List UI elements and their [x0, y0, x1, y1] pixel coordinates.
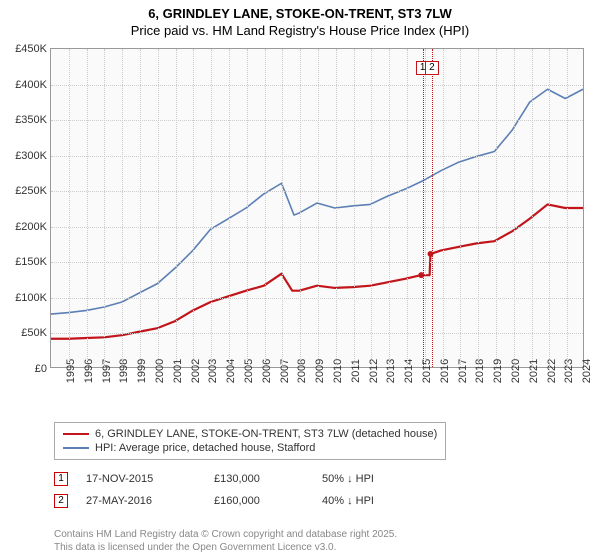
legend-row-hpi: HPI: Average price, detached house, Staf…: [63, 441, 437, 455]
footer: Contains HM Land Registry data © Crown c…: [54, 529, 397, 554]
gridline-v: [158, 49, 159, 367]
legend-swatch-price-paid: [63, 433, 89, 435]
y-axis-label: £350K: [15, 114, 47, 126]
sale-marker-line: [432, 49, 433, 367]
gridline-v: [336, 49, 337, 367]
gridline-v: [478, 49, 479, 367]
gridline-h: [51, 156, 583, 157]
gridline-v: [567, 49, 568, 367]
legend-label-price-paid: 6, GRINDLEY LANE, STOKE-ON-TRENT, ST3 7L…: [95, 428, 437, 440]
sale-marker-box: 2: [425, 61, 439, 75]
sale-date: 27-MAY-2016: [86, 495, 196, 507]
x-axis-label: 2025: [585, 359, 600, 383]
gridline-v: [140, 49, 141, 367]
gridline-h: [51, 85, 583, 86]
y-axis-label: £400K: [15, 79, 47, 91]
gridline-v: [265, 49, 266, 367]
y-axis-label: £100K: [15, 292, 47, 304]
title-line1: 6, GRINDLEY LANE, STOKE-ON-TRENT, ST3 7L…: [0, 6, 600, 23]
gridline-v: [87, 49, 88, 367]
gridline-h: [51, 191, 583, 192]
sales-table: 1 17-NOV-2015 £130,000 50% ↓ HPI 2 27-MA…: [54, 468, 442, 512]
gridline-v: [176, 49, 177, 367]
gridline-v: [496, 49, 497, 367]
gridline-h: [51, 120, 583, 121]
gridline-v: [229, 49, 230, 367]
y-axis-label: £50K: [21, 327, 47, 339]
sale-price: £160,000: [214, 495, 304, 507]
y-axis-label: £150K: [15, 256, 47, 268]
gridline-h: [51, 333, 583, 334]
gridline-v: [193, 49, 194, 367]
sale-row: 1 17-NOV-2015 £130,000 50% ↓ HPI: [54, 468, 442, 490]
gridline-v: [122, 49, 123, 367]
y-axis-label: £200K: [15, 221, 47, 233]
footer-line1: Contains HM Land Registry data © Crown c…: [54, 529, 397, 542]
gridline-v: [354, 49, 355, 367]
gridline-v: [407, 49, 408, 367]
series-line-price_paid: [51, 204, 583, 338]
sale-date: 17-NOV-2015: [86, 473, 196, 485]
title-line2: Price paid vs. HM Land Registry's House …: [0, 23, 600, 40]
gridline-v: [443, 49, 444, 367]
gridline-v: [282, 49, 283, 367]
sale-idx-box: 1: [54, 472, 68, 486]
series-line-hpi: [51, 89, 583, 314]
gridline-v: [104, 49, 105, 367]
gridline-v: [389, 49, 390, 367]
y-axis-label: £300K: [15, 150, 47, 162]
gridline-v: [247, 49, 248, 367]
y-axis-label: £450K: [15, 43, 47, 55]
gridline-v: [300, 49, 301, 367]
chart-lines-svg: [51, 49, 583, 367]
gridline-v: [549, 49, 550, 367]
gridline-v: [211, 49, 212, 367]
chart-container: 6, GRINDLEY LANE, STOKE-ON-TRENT, ST3 7L…: [0, 0, 600, 560]
gridline-v: [514, 49, 515, 367]
y-axis-label: £0: [35, 363, 47, 375]
gridline-v: [371, 49, 372, 367]
gridline-h: [51, 262, 583, 263]
sale-row: 2 27-MAY-2016 £160,000 40% ↓ HPI: [54, 490, 442, 512]
gridline-h: [51, 227, 583, 228]
sale-diff: 40% ↓ HPI: [322, 495, 442, 507]
sale-diff: 50% ↓ HPI: [322, 473, 442, 485]
gridline-v: [69, 49, 70, 367]
title-block: 6, GRINDLEY LANE, STOKE-ON-TRENT, ST3 7L…: [0, 0, 600, 40]
sale-marker-line: [423, 49, 424, 367]
legend: 6, GRINDLEY LANE, STOKE-ON-TRENT, ST3 7L…: [54, 422, 446, 460]
legend-label-hpi: HPI: Average price, detached house, Staf…: [95, 442, 315, 454]
gridline-h: [51, 298, 583, 299]
footer-line2: This data is licensed under the Open Gov…: [54, 542, 397, 555]
chart-plot-area: £0£50K£100K£150K£200K£250K£300K£350K£400…: [50, 48, 584, 368]
y-axis-label: £250K: [15, 185, 47, 197]
sale-idx-box: 2: [54, 494, 68, 508]
gridline-v: [425, 49, 426, 367]
legend-row-price-paid: 6, GRINDLEY LANE, STOKE-ON-TRENT, ST3 7L…: [63, 427, 437, 441]
gridline-v: [532, 49, 533, 367]
gridline-v: [318, 49, 319, 367]
gridline-v: [460, 49, 461, 367]
legend-swatch-hpi: [63, 447, 89, 449]
sale-price: £130,000: [214, 473, 304, 485]
